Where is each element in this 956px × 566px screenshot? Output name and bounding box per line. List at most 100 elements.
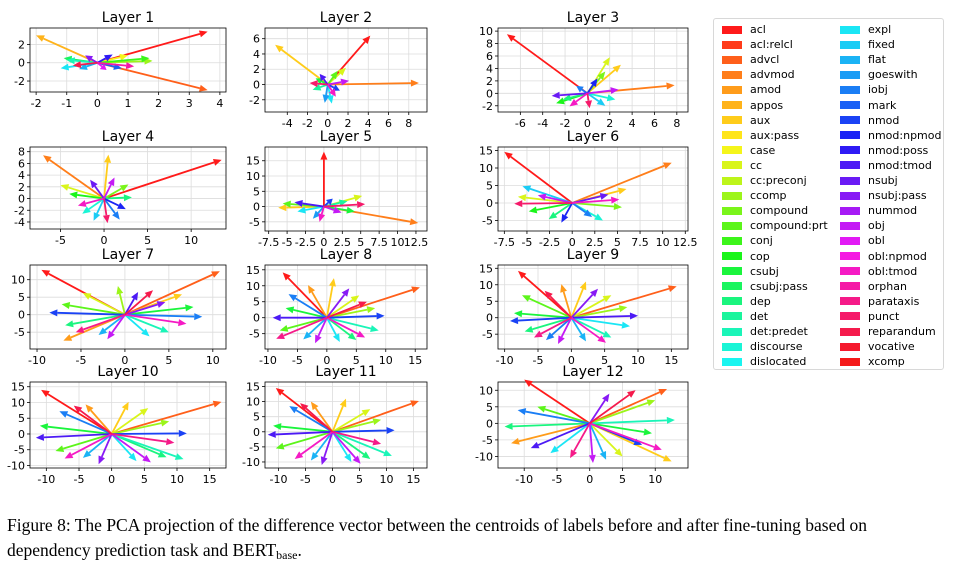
vector-arrow (571, 285, 677, 319)
vector-arrow (510, 316, 572, 325)
chart-panel: Layer 10 -10 -5 0 5 10 15 -10 -5 0 5 10 15 (0, 364, 236, 488)
vector-arrow (528, 202, 573, 214)
x-tick-label: -5 (551, 473, 562, 486)
legend-item: xcomp (840, 354, 905, 369)
legend-swatch (840, 327, 860, 336)
legend-label: goeswith (868, 68, 918, 82)
panel-title: Layer 1 (101, 10, 155, 26)
legend-item: goeswith (840, 67, 918, 82)
legend-item: det:predet (722, 324, 808, 339)
vector-arrow (570, 295, 612, 319)
x-tick-label: 2 (606, 117, 613, 130)
vector-arrow (332, 409, 371, 433)
legend-item: amod (722, 82, 781, 97)
x-tick-label: 10 (206, 354, 220, 367)
caption-text: Figure 8: The PCA projection of the diff… (7, 515, 867, 560)
legend-swatch (722, 221, 742, 230)
vector-arrow (82, 433, 113, 458)
vector-arrow (77, 197, 105, 207)
plot-frame (497, 381, 689, 469)
legend-swatch (722, 327, 742, 336)
vector-arrow (82, 293, 126, 316)
vector-arrow (530, 422, 591, 449)
legend-label: nmod:tmod (868, 158, 932, 172)
legend-label: expl (868, 23, 892, 36)
panel-plot: -2 -1 0 1 2 3 4 -2 0 2 (14, 27, 227, 110)
plot-frame (497, 27, 689, 113)
y-tick-label: 0 (253, 312, 260, 325)
y-tick-label: 0 (18, 428, 25, 441)
vector-arrow (589, 422, 662, 451)
vector-arrow (570, 316, 612, 338)
legend-label: obl:npmod (868, 249, 927, 263)
vector-arrow (537, 193, 573, 204)
x-tick-label: -5 (521, 236, 532, 249)
vector-arrow (514, 310, 572, 319)
y-tick-label: 10 (479, 25, 493, 38)
vector-arrow (103, 197, 126, 210)
legend-label: compound (750, 204, 809, 218)
vector-arrow (561, 202, 573, 223)
vector-arrow (310, 431, 334, 461)
vector-arrow (524, 379, 591, 425)
legend-item: advmod (722, 67, 795, 82)
legend-swatch (722, 131, 742, 140)
caption-end: . (297, 540, 302, 560)
x-tick-label: -5 (55, 234, 66, 247)
vector-arrow (514, 200, 573, 208)
vector-arrow (326, 288, 350, 319)
x-tick-label: -5 (75, 354, 86, 367)
figure-caption: Figure 8: The PCA projection of the diff… (7, 513, 952, 566)
x-tick-label: 15 (203, 473, 217, 486)
vector-arrow (327, 78, 350, 86)
plot-frame (264, 27, 428, 113)
y-tick-label: 5 (486, 401, 493, 414)
x-tick-label: 5 (141, 473, 148, 486)
legend-label: cop (750, 249, 770, 263)
x-tick-label: 0 (323, 354, 330, 367)
x-tick-label: 0 (329, 473, 336, 486)
vector-arrow (104, 194, 132, 202)
legend-item: discourse (722, 339, 803, 354)
x-tick-label: 5 (614, 236, 621, 249)
y-tick-label: -2 (14, 75, 25, 88)
x-tick-label: -10 (496, 354, 514, 367)
panel-plot: -10 -5 0 5 10 15 -5 0 5 10 15 (246, 264, 428, 367)
vector-arrow (504, 151, 573, 204)
x-tick-label: 0 (324, 117, 331, 130)
vector-arrow (111, 419, 170, 435)
y-tick-label: -5 (482, 215, 493, 228)
vector-arrow (332, 430, 392, 457)
legend-label: xcomp (868, 355, 905, 369)
vector-arrow (331, 431, 371, 459)
x-tick-label: -10 (28, 354, 46, 367)
y-tick-label: -5 (482, 328, 493, 341)
x-tick-label: 7.5 (370, 236, 388, 249)
vector-arrow (327, 70, 338, 86)
x-tick-label: -10 (37, 473, 55, 486)
vector-arrow (320, 151, 328, 207)
legend-swatch (840, 55, 860, 64)
vector-arrow (111, 408, 149, 435)
vector-arrow (35, 433, 112, 441)
legend-label: aux (750, 113, 771, 127)
vector-arrow (294, 431, 334, 459)
y-tick-label: 2 (486, 75, 493, 88)
vector-arrow (93, 198, 105, 221)
legend-item: nsubj:pass (840, 188, 927, 203)
legend-swatch (840, 116, 860, 125)
x-tick-label: -2.5 (539, 236, 560, 249)
plot-frame (29, 381, 227, 469)
x-tick-label: 0 (101, 234, 108, 247)
legend-label: iobj (868, 83, 888, 97)
vector-arrow (326, 317, 340, 342)
x-tick-label: 8 (673, 117, 680, 130)
y-tick-label: 6 (486, 50, 493, 63)
vector-arrow (111, 433, 175, 446)
x-tick-label: 4 (629, 117, 636, 130)
x-tick-label: 10 (184, 234, 198, 247)
vector-arrow (318, 206, 326, 222)
y-tick-label: -4 (14, 216, 25, 229)
x-tick-label: 5 (619, 473, 626, 486)
x-tick-label: 5 (601, 354, 608, 367)
